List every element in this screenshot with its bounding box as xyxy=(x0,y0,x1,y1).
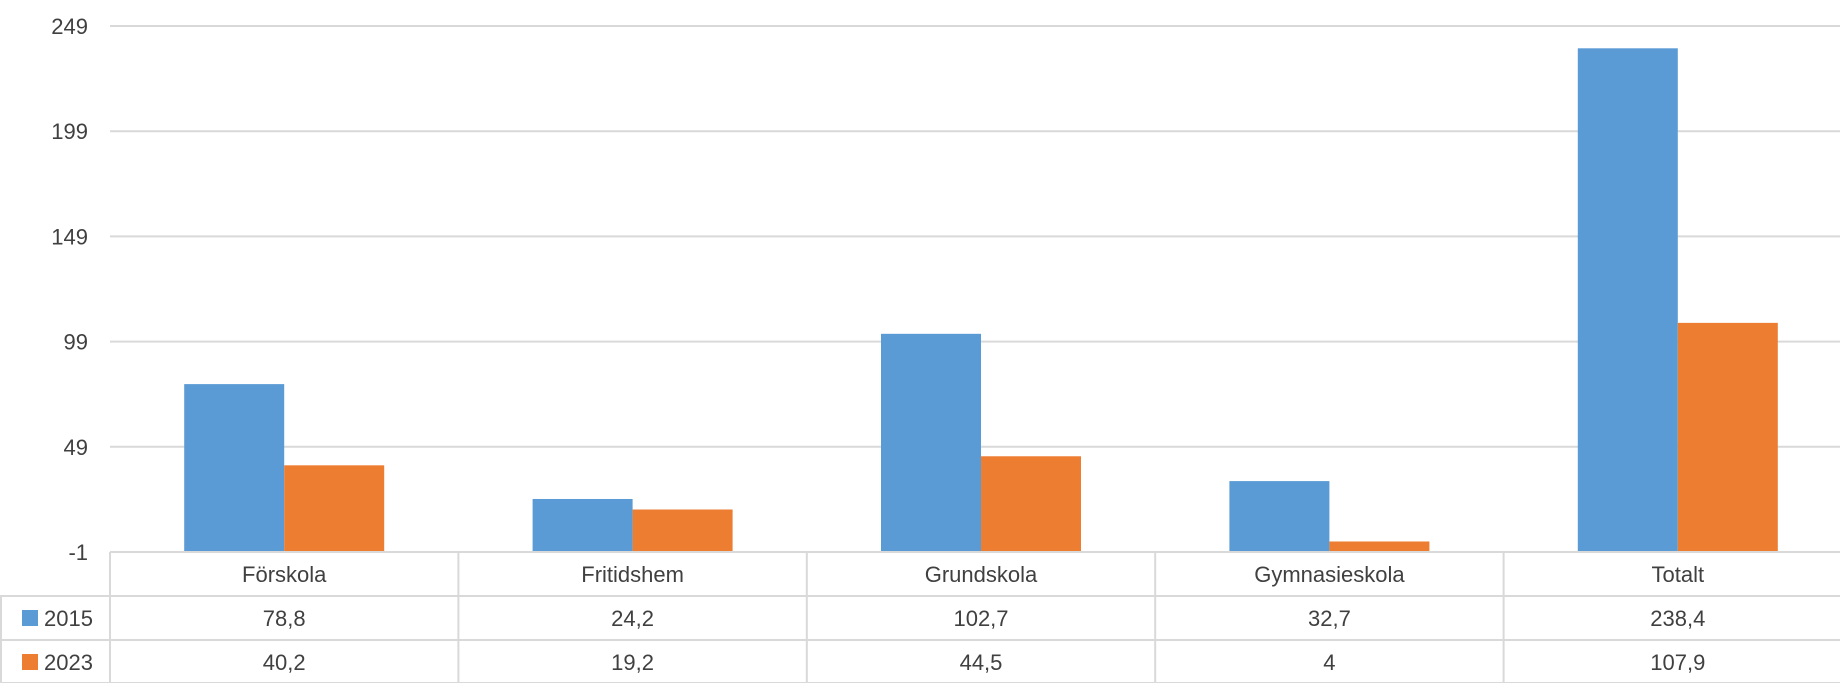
legend-label: 2015 xyxy=(44,606,93,631)
data-label: 32,7 xyxy=(1308,606,1351,631)
data-label: 19,2 xyxy=(611,650,654,675)
y-tick-label: 149 xyxy=(51,224,88,249)
data-label: 40,2 xyxy=(263,650,306,675)
data-label: 24,2 xyxy=(611,606,654,631)
bar-2023-1 xyxy=(632,509,733,552)
y-tick-label: -1 xyxy=(68,540,88,565)
bar-2015-2 xyxy=(881,333,981,552)
x-tick-label: Fritidshem xyxy=(581,562,684,587)
data-label: 107,9 xyxy=(1650,650,1705,675)
data-label: 78,8 xyxy=(263,606,306,631)
legend-label: 2023 xyxy=(44,650,93,675)
x-tick-label: Grundskola xyxy=(925,562,1038,587)
y-tick-label: 199 xyxy=(51,119,88,144)
legend-key-2023 xyxy=(22,654,38,670)
bar-2023-4 xyxy=(1677,322,1778,552)
bar-2023-0 xyxy=(284,465,385,552)
bar-2015-4 xyxy=(1577,48,1678,552)
x-tick-label: Gymnasieskola xyxy=(1254,562,1405,587)
bar-2023-2 xyxy=(981,456,1081,552)
x-tick-label: Totalt xyxy=(1652,562,1705,587)
y-tick-label: 249 xyxy=(51,14,88,39)
x-tick-label: Förskola xyxy=(242,562,327,587)
bar-2015-0 xyxy=(184,384,285,552)
y-tick-label: 99 xyxy=(64,330,88,355)
data-label: 4 xyxy=(1323,650,1335,675)
legend-key-2015 xyxy=(22,610,38,626)
data-label: 44,5 xyxy=(960,650,1003,675)
bar-2023-3 xyxy=(1329,541,1430,552)
data-label: 102,7 xyxy=(953,606,1008,631)
bar-2015-3 xyxy=(1229,481,1330,552)
bar-2015-1 xyxy=(532,498,633,552)
data-label: 238,4 xyxy=(1650,606,1705,631)
y-tick-label: 49 xyxy=(64,435,88,460)
